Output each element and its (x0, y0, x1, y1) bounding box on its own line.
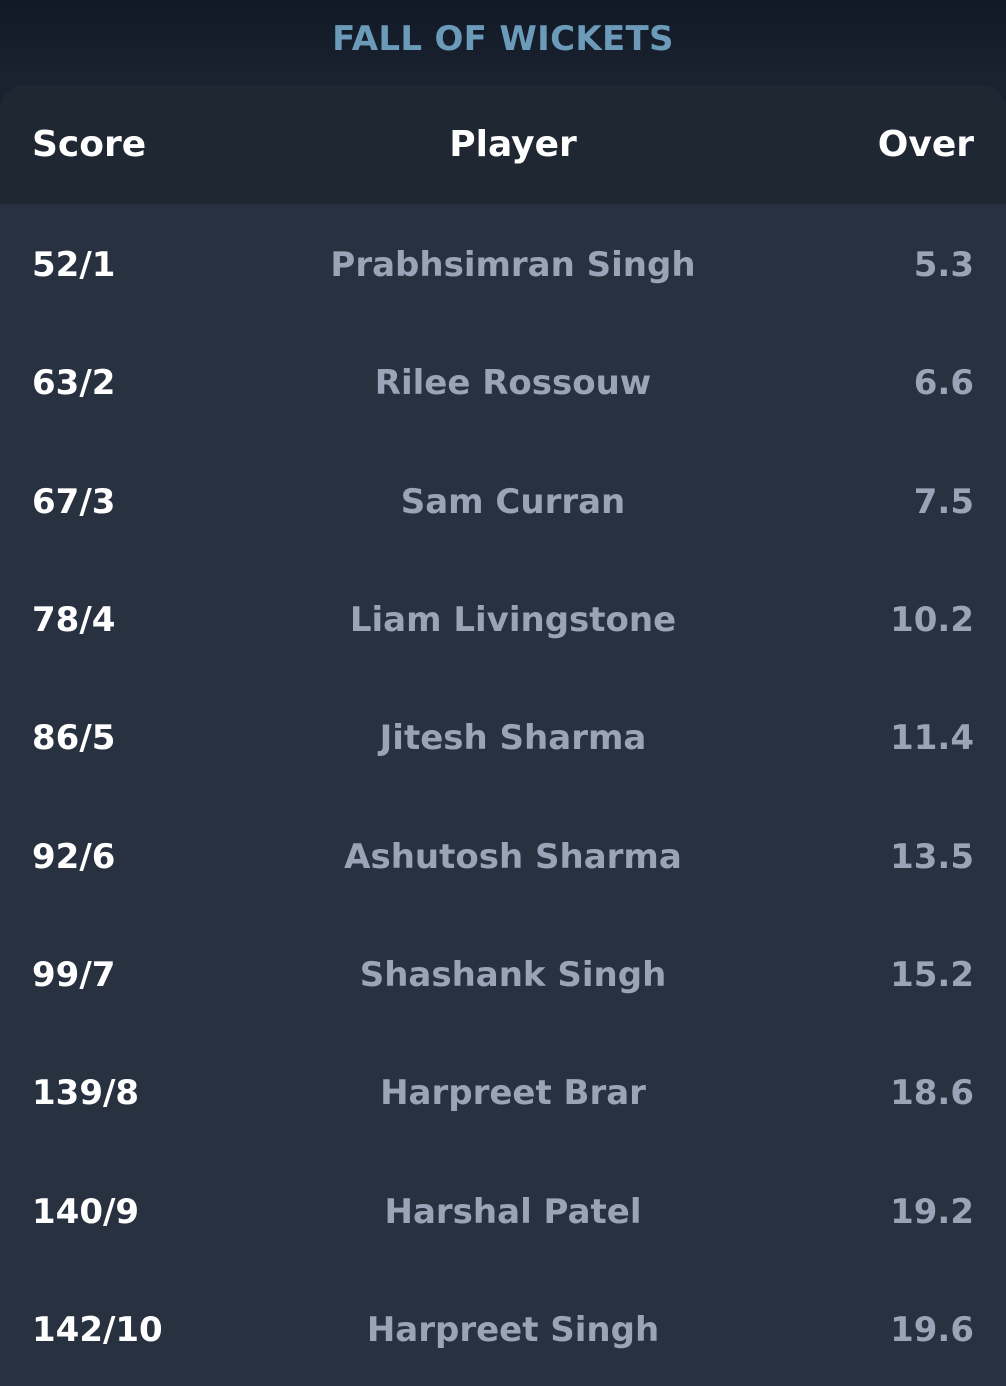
wicket-score: 78/4 (32, 600, 116, 641)
wicket-over: 19.2 (890, 1191, 974, 1232)
wicket-over: 18.6 (890, 1073, 974, 1114)
wickets-table: Score Player Over 52/1 Prabhsimran Singh… (0, 85, 1006, 1386)
player-name: Shashank Singh (359, 954, 667, 995)
wicket-over: 19.6 (890, 1309, 974, 1350)
wicket-score: 92/6 (32, 836, 116, 877)
table-row: 67/3 Sam Curran 7.5 (0, 443, 1006, 561)
wicket-score: 86/5 (32, 718, 116, 759)
column-header-over: Over (877, 124, 974, 165)
player-name: Prabhsimran Singh (330, 245, 696, 286)
wicket-score: 140/9 (32, 1191, 140, 1232)
table-row: 78/4 Liam Livingstone 10.2 (0, 561, 1006, 679)
table-row: 99/7 Shashank Singh 15.2 (0, 916, 1006, 1034)
table-row: 63/2 Rilee Rossouw 6.6 (0, 324, 1006, 442)
wicket-score: 142/10 (32, 1309, 163, 1350)
column-header-player: Player (449, 124, 577, 165)
wicket-score: 139/8 (32, 1073, 140, 1114)
wicket-score: 67/3 (32, 481, 116, 522)
wicket-score: 99/7 (32, 954, 116, 995)
table-header: Score Player Over (0, 85, 1006, 204)
table-row: 92/6 Ashutosh Sharma 13.5 (0, 797, 1006, 915)
player-name: Rilee Rossouw (374, 363, 652, 404)
wicket-over: 6.6 (913, 363, 974, 404)
table-body: 52/1 Prabhsimran Singh 5.3 63/2 Rilee Ro… (0, 204, 1006, 1386)
table-row: 139/8 Harpreet Brar 18.6 (0, 1034, 1006, 1152)
player-name: Liam Livingstone (349, 600, 677, 641)
player-name: Harpreet Singh (366, 1309, 660, 1350)
player-name: Ashutosh Sharma (344, 836, 682, 877)
player-name: Harpreet Brar (380, 1073, 646, 1114)
section-title: FALL OF WICKETS (332, 19, 674, 59)
column-header-score: Score (32, 124, 147, 165)
wicket-over: 10.2 (890, 600, 974, 641)
wicket-score: 63/2 (32, 363, 116, 404)
table-row: 142/10 Harpreet Singh 19.6 (0, 1271, 1006, 1386)
wicket-over: 5.3 (913, 245, 974, 286)
player-name: Sam Curran (400, 481, 626, 522)
table-row: 140/9 Harshal Patel 19.2 (0, 1152, 1006, 1270)
wicket-over: 7.5 (913, 481, 974, 522)
wicket-over: 11.4 (890, 718, 974, 759)
wicket-over: 15.2 (890, 954, 974, 995)
wicket-score: 52/1 (32, 245, 116, 286)
player-name: Harshal Patel (384, 1191, 642, 1232)
player-name: Jitesh Sharma (379, 718, 647, 759)
table-row: 52/1 Prabhsimran Singh 5.3 (0, 206, 1006, 324)
table-row: 86/5 Jitesh Sharma 11.4 (0, 679, 1006, 797)
wicket-over: 13.5 (890, 836, 974, 877)
